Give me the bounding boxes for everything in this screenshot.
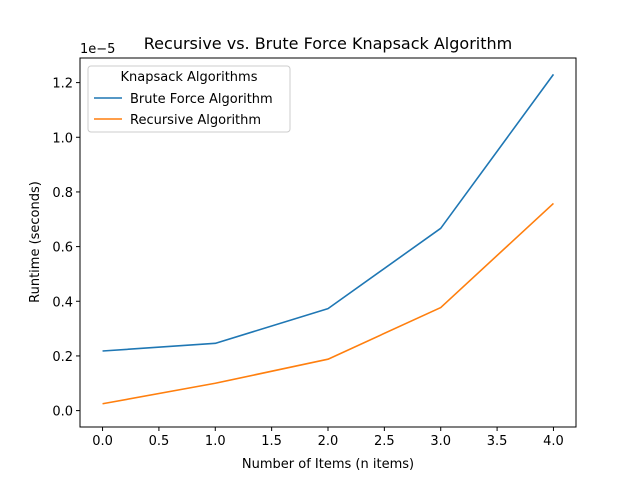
y-tick-label: 0.8 — [52, 186, 73, 201]
legend-entry-label: Recursive Algorithm — [130, 113, 261, 128]
x-axis-label: Number of Items (n items) — [242, 457, 414, 472]
y-tick-label: 0.0 — [52, 405, 73, 420]
legend-box — [87, 65, 291, 133]
legend: Knapsack Algorithms Brute Force Algorithm… — [87, 65, 291, 133]
y-tick-label: 1.2 — [52, 77, 73, 92]
series-line-recursive — [102, 202, 554, 405]
x-tick-label: 3.5 — [487, 434, 508, 449]
x-tick-label: 1.5 — [261, 434, 282, 449]
chart-title: Recursive vs. Brute Force Knapsack Algor… — [144, 34, 512, 53]
x-tick-label: 0.0 — [92, 434, 113, 449]
x-tick-label: 4.0 — [543, 434, 564, 449]
legend-title: Knapsack Algorithms — [121, 70, 258, 85]
series-line-brute-force — [102, 73, 555, 352]
legend-entry-label: Brute Force Algorithm — [130, 92, 273, 107]
y-tick-label: 0.6 — [52, 241, 73, 256]
x-tick-label: 2.0 — [318, 434, 339, 449]
plot-area: 0.0 0.5 1.0 1.5 2.0 2.5 3.0 3.5 4.0 0.0 0.2 0.4 0.6 0… — [52, 57, 577, 449]
y-offset-label: 1e−5 — [80, 42, 115, 57]
x-tick-label: 2.5 — [374, 434, 395, 449]
y-tick-label: 0.2 — [52, 350, 73, 365]
y-axis-label: Runtime (seconds) — [28, 181, 43, 303]
y-tick-label: 0.4 — [52, 295, 73, 310]
x-tick-label: 0.5 — [149, 434, 170, 449]
x-tick-label: 1.0 — [205, 434, 226, 449]
x-tick-label: 3.0 — [430, 434, 451, 449]
y-tick-label: 1.0 — [52, 131, 73, 146]
